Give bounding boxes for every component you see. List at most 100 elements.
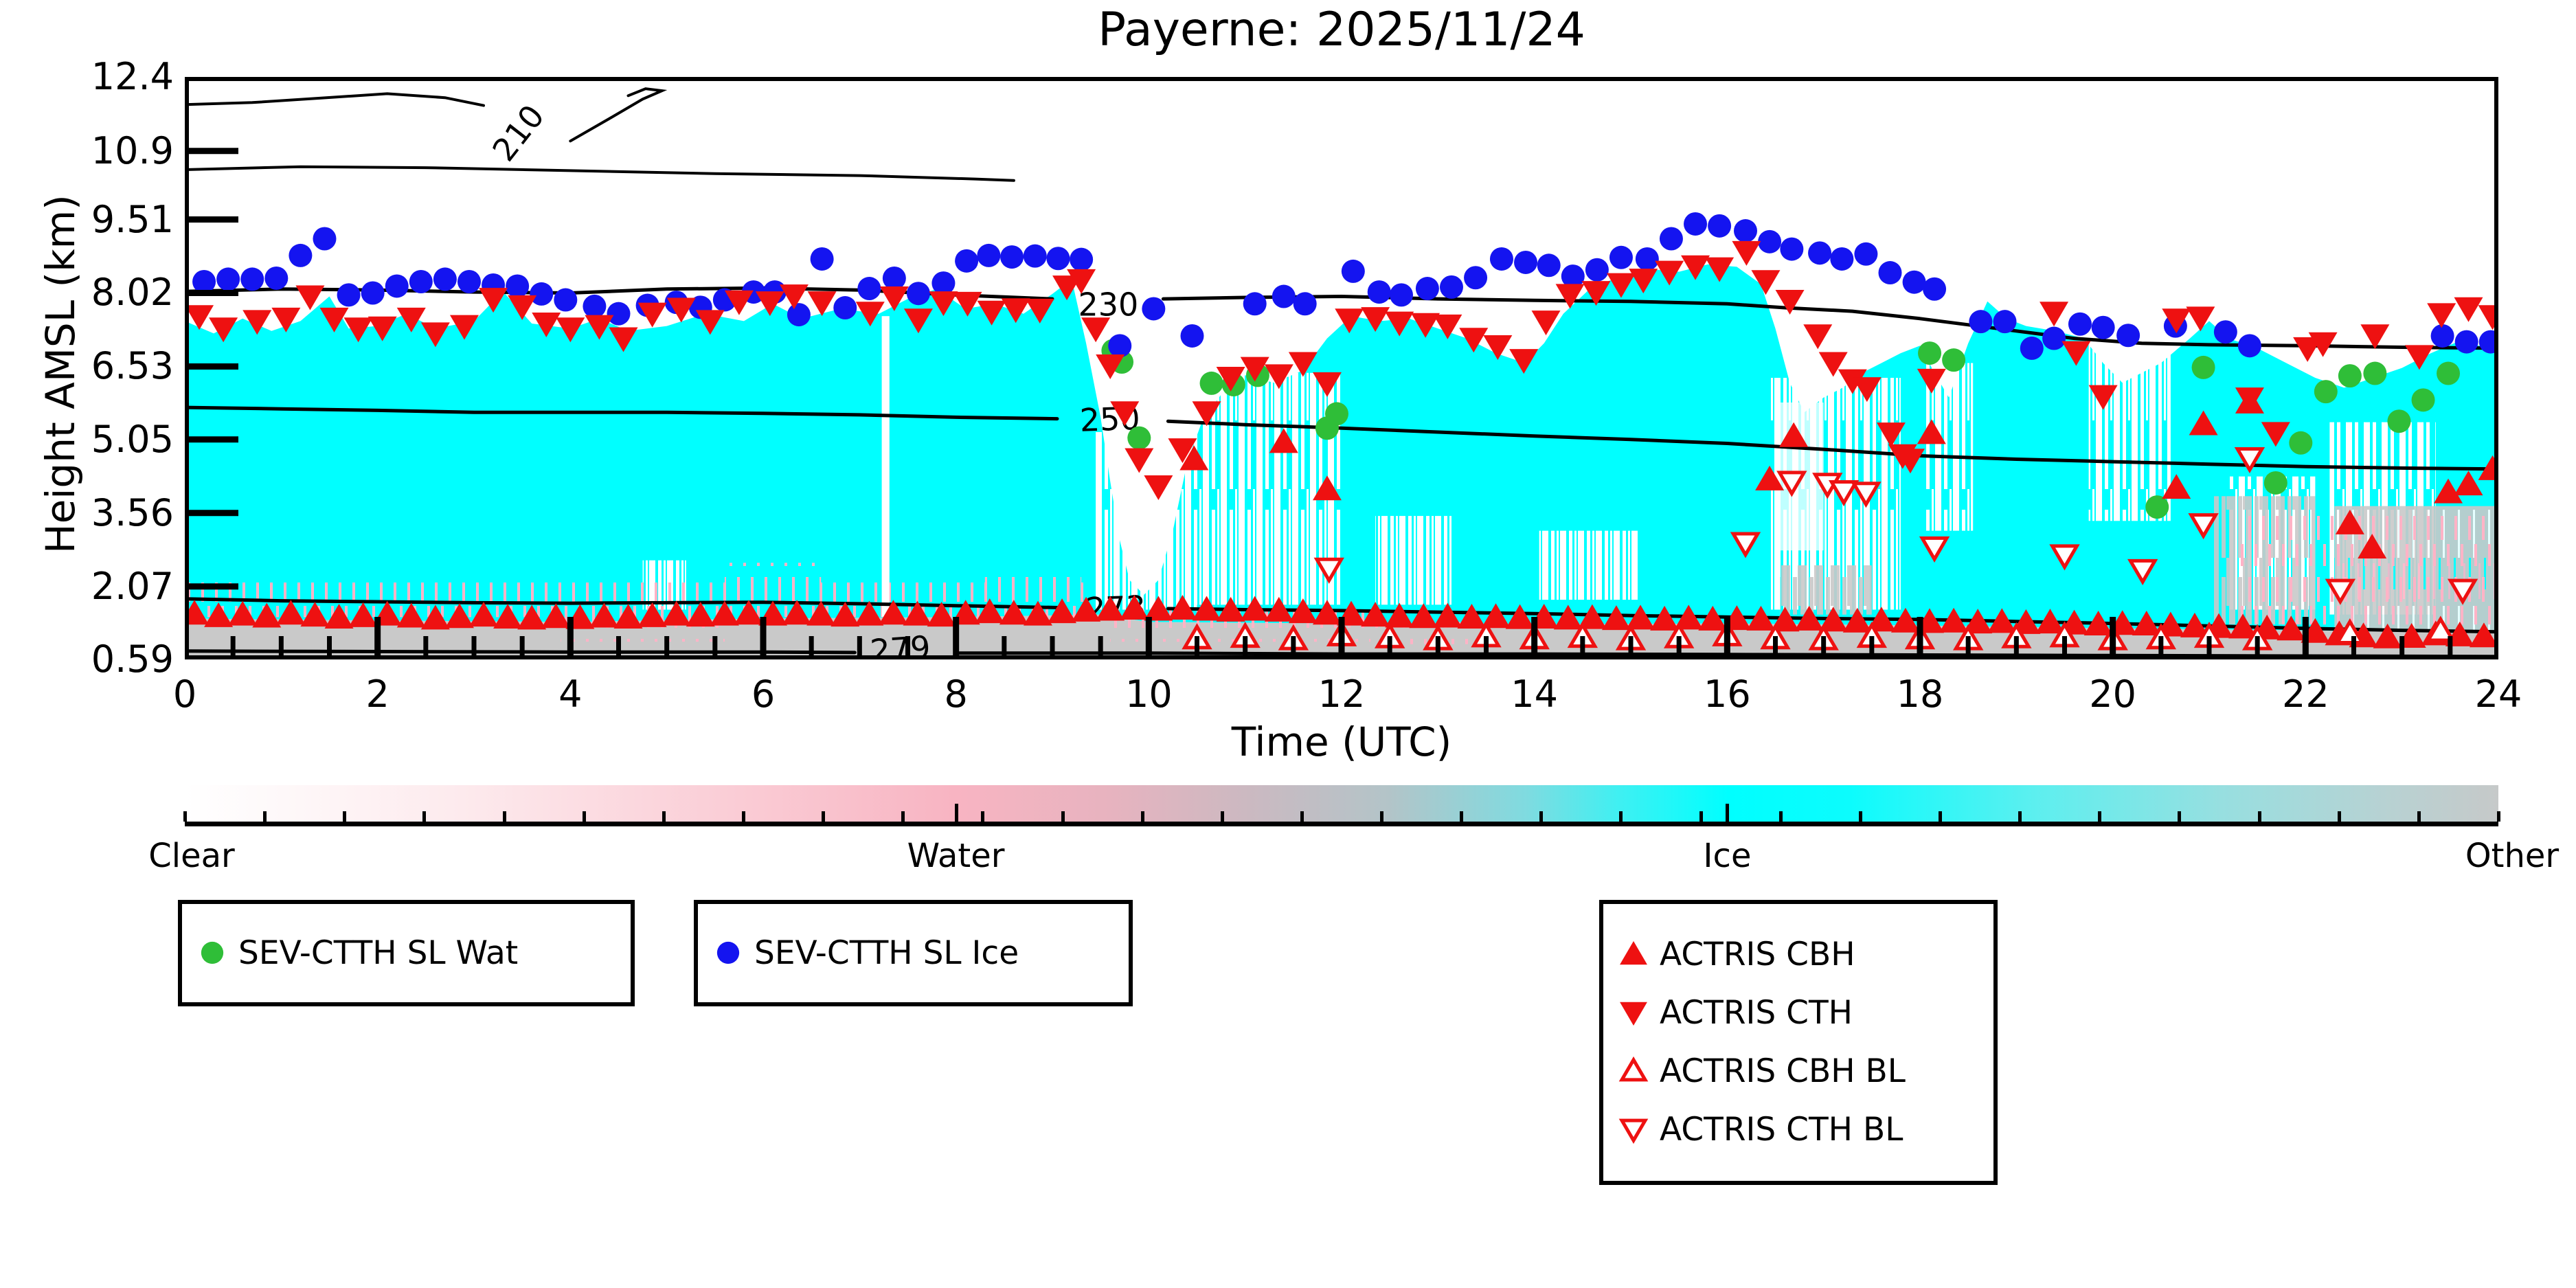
legend-sev-wat: SEV-CTTH SL Wat: [178, 900, 635, 1006]
y-tick-label: 8.02: [91, 271, 174, 315]
series-actris-cbh-bl: [1182, 615, 2456, 651]
colorbar-tick: [502, 811, 506, 822]
x-tick-label: 6: [751, 673, 776, 716]
y-tick-label: 2.07: [91, 564, 174, 608]
x-tick-label: 10: [1125, 673, 1173, 716]
x-tick-label: 22: [2281, 673, 2329, 716]
temperature-contour-210: [185, 92, 485, 107]
sev-ctth-sl-wat-icon: [201, 941, 224, 964]
legend-label: SEV-CTTH SL Wat: [238, 934, 519, 972]
colorbar-tick: [2497, 811, 2500, 822]
colorbar-tick: [2178, 811, 2182, 822]
colorbar-tick: [1140, 811, 1144, 822]
clear-gap-region: [1096, 432, 1197, 610]
x-tick-label: 0: [172, 673, 197, 716]
legend-label: ACTRIS CBH: [1660, 935, 1855, 973]
water-region: [724, 563, 822, 595]
y-tick-label: 12.4: [91, 55, 174, 98]
x-tick-label: 24: [2474, 673, 2522, 716]
temperature-contour-250: [1166, 419, 2498, 471]
y-tick-label: 5.05: [91, 417, 174, 461]
plot-area: 210230250273279: [185, 77, 2498, 659]
colorbar-tick: [343, 811, 347, 822]
legend-label: ACTRIS CBH BL: [1660, 1052, 1906, 1090]
clear-gap-region: [1375, 516, 1453, 605]
series-sev-ctth-sl-ice: [192, 212, 2498, 360]
colorbar: [183, 785, 2500, 826]
series-actris-cth-bl: [1313, 447, 2478, 605]
colorbar-label-water: Water: [907, 837, 1005, 875]
legend-label: SEV-CTTH SL Ice: [754, 934, 1019, 972]
colorbar-tick: [2098, 811, 2102, 822]
series-actris-cbh: [185, 388, 2498, 648]
colorbar-tick: [1778, 811, 1783, 822]
clear-gap-region: [1539, 530, 1640, 600]
colorbar-tick: [2417, 811, 2421, 822]
colorbar-tick: [582, 811, 586, 822]
actris-cth-icon: [1620, 1002, 1647, 1026]
x-tick-label: 8: [944, 673, 968, 716]
y-tick-label: 0.59: [91, 637, 174, 681]
colorbar-axis: [185, 822, 2498, 826]
colorbar-tick: [1858, 811, 1862, 822]
other-patch-region: [1780, 565, 1872, 615]
actris-cth-bl-icon: [1618, 1118, 1649, 1144]
colorbar-tick: [981, 811, 985, 822]
clear-slit: [881, 316, 890, 618]
colorbar-tick: [263, 811, 267, 822]
contour-label-279: 279: [869, 629, 931, 659]
colorbar-major-tick: [954, 804, 958, 822]
colorbar-label-ice: Ice: [1703, 837, 1752, 875]
colorbar-tick: [2337, 811, 2341, 822]
legend-sev-ice: SEV-CTTH SL Ice: [694, 900, 1133, 1006]
colorbar-label-clear: Clear: [148, 837, 235, 875]
colorbar-major-tick: [1726, 804, 1730, 822]
colorbar-tick: [1939, 811, 1943, 822]
clear-gap-region: [1197, 372, 1342, 605]
actris-cbh-icon: [1620, 941, 1647, 965]
x-tick-label: 18: [1896, 673, 1944, 716]
colorbar-tick: [1300, 811, 1304, 822]
y-tick-label: 3.56: [91, 490, 174, 534]
temperature-contour-220: [185, 165, 1015, 182]
time-height-plot: 210230250273279: [185, 77, 2498, 659]
colorbar-tick: [1380, 811, 1384, 822]
actris-cbh-bl-icon: [1618, 1056, 1649, 1082]
x-tick-label: 16: [1703, 673, 1751, 716]
temperature-contour-250: [185, 405, 1059, 421]
colorbar-tick: [183, 811, 187, 822]
colorbar-tick: [662, 811, 666, 822]
colorbar-tick: [1699, 811, 1703, 822]
clear-gap-region: [2088, 338, 2171, 521]
colorbar-tick: [1460, 811, 1464, 822]
page-title: Payerne: 2025/11/24: [1098, 3, 1585, 57]
x-tick-label: 2: [365, 673, 389, 716]
contour-label-230: 230: [1078, 286, 1138, 324]
legend-label: ACTRIS CTH BL: [1660, 1110, 1903, 1149]
temperature-contour-279: [185, 649, 857, 655]
colorbar-tick: [2257, 811, 2261, 822]
water-region: [2363, 555, 2441, 595]
series-actris-cth: [185, 240, 2498, 500]
x-axis-label: Time (UTC): [1231, 719, 1452, 765]
colorbar-tick: [1061, 811, 1065, 822]
colorbar-tick: [822, 811, 826, 822]
legend-actris: ACTRIS CBH ACTRIS CTH ACTRIS CBH BL ACTR…: [1599, 900, 1998, 1185]
colorbar-tick: [1539, 811, 1544, 822]
colorbar-tick: [741, 811, 745, 822]
x-tick-label: 20: [2089, 673, 2137, 716]
y-tick-label: 6.53: [91, 344, 174, 388]
x-tick-label: 12: [1318, 673, 1366, 716]
temperature-contour-273: [185, 597, 1064, 610]
colorbar-label-other: Other: [2465, 837, 2560, 875]
sev-ctth-sl-ice-icon: [716, 941, 740, 964]
x-tick-label: 14: [1511, 673, 1559, 716]
legend-label: ACTRIS CTH: [1660, 993, 1853, 1032]
temperature-contour-210: [569, 87, 668, 143]
colorbar-tick: [1619, 811, 1623, 822]
y-tick-label: 9.51: [91, 197, 174, 241]
x-tick-label: 4: [558, 673, 583, 716]
water-region: [984, 570, 1082, 595]
colorbar-gradient: [185, 785, 2498, 822]
